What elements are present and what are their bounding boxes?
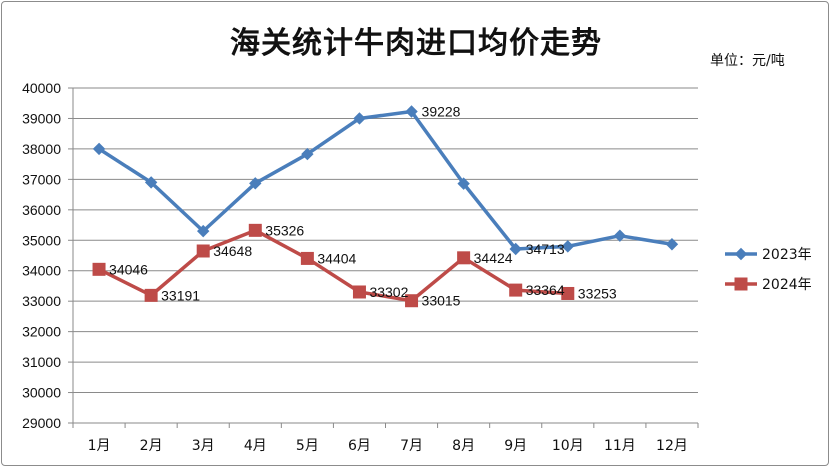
gridlines (73, 87, 698, 394)
data-point (144, 288, 158, 302)
y-tick-label: 38000 (22, 141, 61, 157)
data-point (457, 251, 471, 265)
data-point (144, 176, 158, 189)
series-line-0 (97, 109, 674, 251)
data-point (301, 147, 314, 161)
unit-label: 单位：元/吨 (710, 53, 785, 69)
x-tick-label: 4月 (244, 438, 267, 454)
legend-label: 2024年 (762, 277, 812, 293)
x-tick-label: 8月 (452, 438, 475, 454)
x-tick-label: 6月 (348, 438, 371, 454)
x-tick-label: 12月 (656, 438, 688, 454)
x-tick-label: 5月 (296, 438, 319, 454)
y-tick-label: 29000 (22, 415, 61, 431)
data-point (352, 285, 366, 299)
data-point (509, 283, 523, 297)
x-tick-label: 9月 (504, 438, 527, 454)
data-label: 33364 (526, 282, 565, 298)
legend-marker (734, 277, 748, 291)
y-axis-ticks: 29000 30000 31000 32000 33000 34000 35000 36000… (22, 80, 73, 431)
data-label: 39228 (422, 104, 461, 120)
x-tick-label: 7月 (400, 438, 423, 454)
y-tick-label: 35000 (22, 232, 61, 248)
data-label: 33191 (161, 287, 200, 303)
x-tick-label: 2月 (140, 438, 163, 454)
y-tick-label: 33000 (22, 293, 61, 309)
x-tick-label: 3月 (192, 438, 215, 454)
legend-label: 2023年 (762, 247, 812, 263)
data-point (197, 224, 210, 238)
data-label: 34424 (474, 250, 513, 266)
x-tick-label: 1月 (88, 438, 111, 454)
data-label: 34404 (317, 250, 356, 266)
chart-title: 海关统计牛肉进口均价走势 (230, 26, 602, 61)
y-tick-label: 39000 (22, 110, 61, 126)
data-point (92, 262, 106, 276)
data-label: 34046 (109, 261, 148, 277)
data-point (457, 177, 470, 190)
data-label: 33302 (369, 284, 408, 300)
data-point (613, 229, 627, 242)
y-tick-label: 37000 (22, 171, 61, 187)
legend-marker (734, 247, 748, 261)
y-tick-label: 36000 (22, 202, 61, 218)
data-point (300, 251, 314, 265)
y-tick-label: 34000 (22, 263, 61, 279)
data-point (561, 240, 574, 253)
data-label: 33015 (422, 293, 461, 309)
axes (72, 88, 698, 424)
y-tick-label: 30000 (22, 385, 61, 401)
y-tick-label: 32000 (22, 324, 61, 340)
data-point (561, 286, 575, 300)
x-tick-label: 11月 (604, 438, 636, 454)
data-label: 34713 (526, 241, 565, 257)
data-point (665, 238, 679, 251)
x-tick-label: 10月 (552, 438, 584, 454)
data-labels: 39228 34713 34046 33191 34648 35326 34404 33302… (109, 104, 617, 309)
y-tick-label: 31000 (22, 354, 61, 370)
data-point (405, 294, 419, 308)
data-label: 34648 (213, 243, 252, 259)
data-point (353, 112, 366, 125)
series-layer (92, 105, 679, 308)
data-point (248, 223, 262, 237)
x-axis-ticks: 1月 2月 3月 4月 5月 6月 7月 8月 9月 10月 11月 12月 (72, 423, 699, 454)
data-point (509, 242, 522, 256)
data-label: 35326 (265, 222, 304, 238)
y-tick-label: 40000 (22, 80, 61, 96)
legend: 2023年 2024年 (725, 247, 812, 293)
data-point (405, 105, 418, 118)
data-label: 33253 (578, 285, 617, 301)
data-point (196, 244, 210, 258)
data-point (92, 142, 106, 156)
data-point (249, 177, 262, 190)
series-line-1 (97, 228, 570, 303)
